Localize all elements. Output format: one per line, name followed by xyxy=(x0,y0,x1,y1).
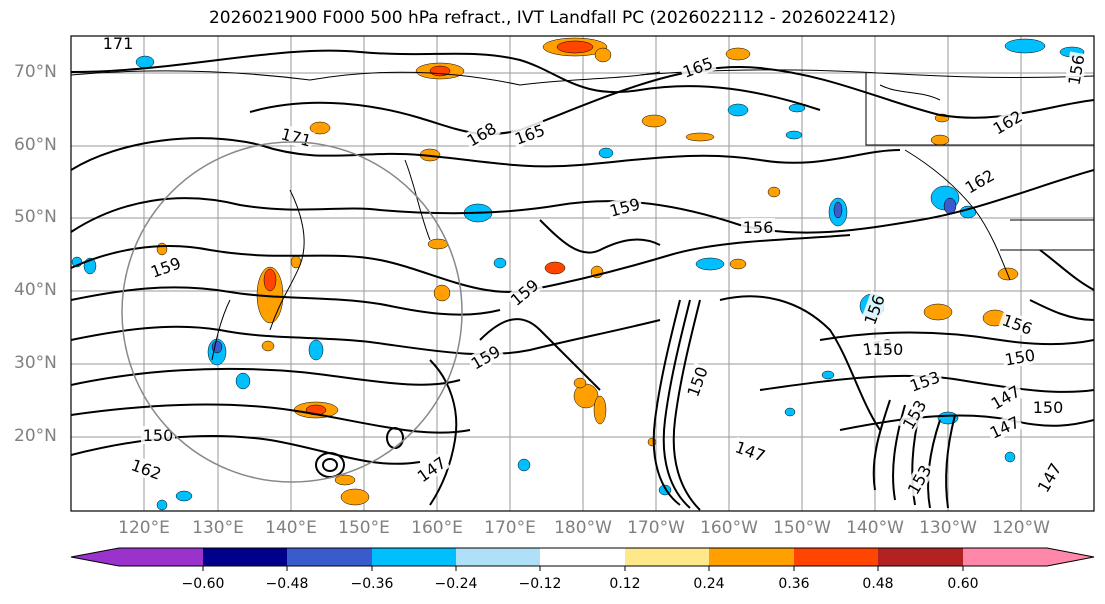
figure-title: 2026021900 F000 500 hPa refract., IVT La… xyxy=(208,8,896,28)
svg-text:150: 150 xyxy=(873,340,904,359)
map-frame xyxy=(70,35,1095,512)
colorbar-segment xyxy=(456,548,540,566)
contour-label: 150 xyxy=(1001,345,1039,370)
lon-label: 170°W xyxy=(627,518,685,538)
contour-label: 162 xyxy=(127,454,166,484)
colorbar-segment xyxy=(71,548,203,566)
lat-label: 30°N xyxy=(14,353,57,373)
refractivity-contours xyxy=(71,49,1094,511)
colorbar-segment xyxy=(540,548,625,566)
lat-label: 60°N xyxy=(14,135,57,155)
colorbar-extend-max xyxy=(963,548,1094,566)
colorbar-tick-label: −0.48 xyxy=(265,576,309,592)
contour-label: 150 xyxy=(1031,398,1065,417)
colorbar-tick-label: −0.12 xyxy=(518,576,562,592)
lon-label: 160°E xyxy=(411,518,463,538)
lon-label: 170°E xyxy=(484,518,536,538)
colorbar-segment xyxy=(625,548,709,566)
colorbar-tick-label: −0.36 xyxy=(350,576,394,592)
colorbar-tick-label: −0.60 xyxy=(181,576,225,592)
lon-label: 140°W xyxy=(846,518,904,538)
colorbar-tick-label: 0.24 xyxy=(693,576,725,592)
lon-label: 180°W xyxy=(554,518,612,538)
colorbar-segment xyxy=(203,548,287,566)
colorbar-segment xyxy=(372,548,456,566)
lon-label: 160°W xyxy=(700,518,758,538)
svg-text:150: 150 xyxy=(1033,398,1064,417)
contour-label: 156 xyxy=(741,218,775,237)
lat-label: 20°N xyxy=(14,426,57,446)
colorbar-tick-label: 0.36 xyxy=(778,576,810,592)
colorbar-segment xyxy=(709,548,794,566)
range-circle xyxy=(121,141,463,483)
contour-label: 171 xyxy=(101,34,135,53)
lon-label: 130°E xyxy=(192,518,244,538)
lon-label: 140°E xyxy=(265,518,317,538)
lon-label: 120°E xyxy=(118,518,170,538)
svg-text:150: 150 xyxy=(143,426,174,445)
svg-text:171: 171 xyxy=(103,34,134,53)
colorbar-outline xyxy=(70,547,1095,567)
lat-label: 40°N xyxy=(14,280,57,300)
colorbar-segment xyxy=(287,548,372,566)
lon-label: 150°E xyxy=(338,518,390,538)
colorbar-segment xyxy=(878,548,963,566)
lon-label: 130°W xyxy=(919,518,977,538)
contour-label: 150 xyxy=(871,340,905,359)
lon-label: 150°W xyxy=(773,518,831,538)
colorbar-tick-label: 0.12 xyxy=(609,576,641,592)
contour-label: 150 xyxy=(141,426,175,445)
lat-label: 70°N xyxy=(14,62,57,82)
svg-text:156: 156 xyxy=(743,218,774,237)
colorbar-segment xyxy=(794,548,878,566)
lat-label: 50°N xyxy=(14,207,57,227)
lon-label: 120°W xyxy=(992,518,1050,538)
colorbar-tick-label: 0.48 xyxy=(862,576,894,592)
colorbar-tick-label: −0.24 xyxy=(434,576,478,592)
colorbar-tick-label: 0.60 xyxy=(947,576,979,592)
